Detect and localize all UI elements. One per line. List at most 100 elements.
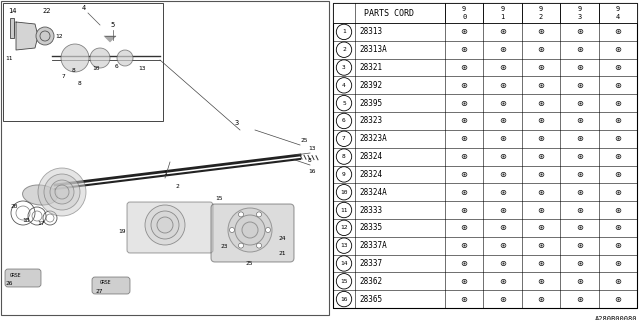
- Text: 28365: 28365: [359, 295, 382, 304]
- Text: 11: 11: [340, 208, 348, 212]
- Text: ⊛: ⊛: [576, 170, 583, 179]
- Circle shape: [336, 274, 352, 289]
- Text: ⊛: ⊛: [538, 81, 545, 90]
- Text: ⊛: ⊛: [538, 188, 545, 197]
- Text: 14: 14: [8, 8, 17, 14]
- Text: ⊛: ⊛: [461, 28, 468, 36]
- Text: 18: 18: [22, 218, 29, 223]
- Text: ⊛: ⊛: [614, 188, 621, 197]
- Polygon shape: [16, 22, 38, 50]
- Text: 6: 6: [115, 64, 119, 69]
- Text: 3: 3: [235, 120, 239, 126]
- Text: ⊛: ⊛: [499, 223, 506, 232]
- Text: ⊛: ⊛: [538, 28, 545, 36]
- Text: ⊛: ⊛: [499, 116, 506, 125]
- Text: ⊛: ⊛: [499, 277, 506, 286]
- Text: ⊛: ⊛: [538, 259, 545, 268]
- Text: ⊛: ⊛: [499, 259, 506, 268]
- Text: 12: 12: [340, 225, 348, 230]
- Text: 13: 13: [138, 66, 145, 71]
- Text: ⊛: ⊛: [576, 134, 583, 143]
- Text: 25: 25: [300, 138, 307, 143]
- Text: ⊛: ⊛: [614, 63, 621, 72]
- Text: ⊛: ⊛: [614, 28, 621, 36]
- Text: 24: 24: [278, 236, 285, 241]
- FancyArrow shape: [104, 36, 116, 42]
- Text: 20: 20: [10, 204, 17, 209]
- Text: 26: 26: [5, 281, 13, 286]
- Text: ⊛: ⊛: [576, 152, 583, 161]
- FancyBboxPatch shape: [127, 202, 213, 253]
- Ellipse shape: [22, 185, 58, 205]
- Bar: [1, 1, 329, 315]
- Text: GRSE: GRSE: [10, 273, 22, 278]
- Circle shape: [266, 228, 271, 233]
- Text: 27: 27: [95, 289, 102, 294]
- Text: 28323A: 28323A: [359, 134, 387, 143]
- Text: ⊛: ⊛: [614, 45, 621, 54]
- Text: ⊛: ⊛: [499, 28, 506, 36]
- Bar: [598, 3, 637, 23]
- Text: ⊛: ⊛: [538, 134, 545, 143]
- Text: ⊛: ⊛: [461, 223, 468, 232]
- Circle shape: [55, 185, 69, 199]
- Text: ⊛: ⊛: [461, 188, 468, 197]
- Text: 6: 6: [342, 118, 346, 124]
- Text: 7: 7: [62, 74, 66, 79]
- Text: 16: 16: [308, 169, 316, 174]
- Bar: [522, 3, 560, 23]
- Circle shape: [230, 228, 234, 233]
- Text: ⊛: ⊛: [538, 116, 545, 125]
- Bar: [560, 3, 598, 23]
- Text: 8: 8: [78, 81, 82, 86]
- Text: 10: 10: [92, 66, 99, 71]
- Text: ⊛: ⊛: [576, 63, 583, 72]
- Text: ⊛: ⊛: [499, 63, 506, 72]
- Text: ⊛: ⊛: [461, 205, 468, 214]
- Text: ⊛: ⊛: [461, 241, 468, 250]
- Text: ⊛: ⊛: [614, 277, 621, 286]
- Text: 2: 2: [175, 184, 179, 189]
- Circle shape: [336, 256, 352, 271]
- Text: ⊛: ⊛: [538, 99, 545, 108]
- Text: 28337: 28337: [359, 259, 382, 268]
- Circle shape: [336, 238, 352, 253]
- Text: ⊛: ⊛: [461, 259, 468, 268]
- Text: 28313: 28313: [359, 28, 382, 36]
- Text: 28323: 28323: [359, 116, 382, 125]
- Text: 28395: 28395: [359, 99, 382, 108]
- Text: ⊛: ⊛: [538, 152, 545, 161]
- Text: ⊛: ⊛: [499, 45, 506, 54]
- Text: 28313A: 28313A: [359, 45, 387, 54]
- Text: GRSE: GRSE: [100, 280, 111, 285]
- Circle shape: [336, 42, 352, 57]
- Text: ⊛: ⊛: [461, 134, 468, 143]
- Bar: [10, 18, 14, 38]
- Text: ⊛: ⊛: [576, 81, 583, 90]
- Text: ⊛: ⊛: [538, 223, 545, 232]
- Circle shape: [117, 50, 133, 66]
- Text: 28362: 28362: [359, 277, 382, 286]
- Text: 28324: 28324: [359, 152, 382, 161]
- Text: 1: 1: [163, 171, 167, 176]
- Text: ⊛: ⊛: [614, 205, 621, 214]
- Text: ⊛: ⊛: [614, 241, 621, 250]
- Circle shape: [242, 222, 258, 238]
- Text: 28335: 28335: [359, 223, 382, 232]
- Circle shape: [40, 31, 50, 41]
- Text: 13: 13: [308, 146, 316, 151]
- Text: PARTS CORD: PARTS CORD: [364, 9, 414, 18]
- Text: 9: 9: [462, 6, 467, 12]
- Text: ⊛: ⊛: [614, 81, 621, 90]
- Text: ⊛: ⊛: [499, 241, 506, 250]
- Text: ⊛: ⊛: [576, 241, 583, 250]
- Text: A280B00080: A280B00080: [595, 316, 637, 320]
- Text: ⊛: ⊛: [576, 223, 583, 232]
- FancyBboxPatch shape: [92, 277, 130, 294]
- Text: 15: 15: [215, 196, 223, 201]
- Bar: [333, 3, 445, 23]
- Text: 25: 25: [245, 261, 253, 266]
- Text: ⊛: ⊛: [576, 259, 583, 268]
- Text: ⊛: ⊛: [461, 99, 468, 108]
- Circle shape: [38, 168, 86, 216]
